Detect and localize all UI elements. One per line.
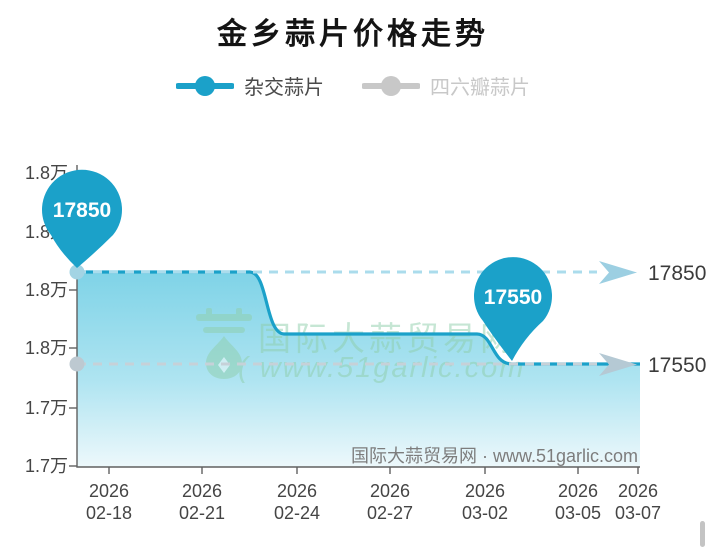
x-tick-date: 03-05 bbox=[555, 503, 601, 523]
x-tick-year: 2026 bbox=[370, 481, 410, 501]
y-tick-label: 1.8万 bbox=[25, 280, 68, 300]
y-tick-label: 1.7万 bbox=[25, 398, 68, 418]
x-tick-year: 2026 bbox=[182, 481, 222, 501]
x-tick-date: 02-27 bbox=[367, 503, 413, 523]
pin-icon bbox=[474, 257, 552, 361]
legend-label-series1: 杂交蒜片 bbox=[244, 77, 324, 99]
legend-dot bbox=[195, 75, 215, 96]
right-value-label-high: 17850 bbox=[648, 262, 706, 285]
chart-legend: 杂交蒜片 四六瓣蒜片 bbox=[0, 71, 706, 100]
x-tick-year: 2026 bbox=[558, 481, 598, 501]
watermark-url: ( www.51garlic.com bbox=[238, 352, 525, 384]
x-tick-year: 2026 bbox=[465, 481, 505, 501]
legend-label-series2: 四六瓣蒜片 bbox=[430, 77, 530, 99]
x-tick-year: 2026 bbox=[277, 481, 317, 501]
y-tick-label: 1.8万 bbox=[25, 163, 68, 183]
series-line bbox=[77, 270, 640, 366]
reference-dot-high bbox=[69, 264, 85, 280]
right-value-label-low: 17550 bbox=[648, 354, 706, 377]
x-tick-date: 02-21 bbox=[179, 503, 225, 523]
chart-title: 金乡蒜片价格走势 bbox=[217, 18, 489, 51]
y-tick-label: 1.7万 bbox=[25, 456, 68, 476]
x-axis-labels: 2026 02-18 2026 02-21 2026 02-24 2026 02… bbox=[86, 481, 661, 523]
x-tick-year: 2026 bbox=[618, 481, 658, 501]
x-tick-year: 2026 bbox=[89, 481, 129, 501]
legend-dot bbox=[381, 75, 401, 96]
legend-item-series2[interactable]: 四六瓣蒜片 bbox=[362, 71, 530, 100]
pin-value: 17550 bbox=[484, 286, 542, 309]
price-pin-high: 17850 bbox=[41, 169, 122, 268]
y-tick-label: 1.8万 bbox=[25, 338, 68, 358]
pin-icon bbox=[41, 169, 122, 268]
x-tick-date: 02-18 bbox=[86, 503, 132, 523]
reference-dot-low bbox=[69, 356, 85, 372]
arrow-right-icon bbox=[599, 353, 637, 376]
watermark-site-name: 国际大蒜贸易网 bbox=[258, 320, 517, 357]
x-tick-date: 03-02 bbox=[462, 503, 508, 523]
y-axis-labels: 1.8万 1.8万 1.8万 1.8万 1.7万 1.7万 bbox=[25, 163, 68, 476]
garlic-logo-icon bbox=[196, 308, 252, 379]
x-axis-ticks bbox=[108, 467, 639, 474]
arrow-right-icon bbox=[599, 261, 637, 284]
watermark: 国际大蒜贸易网 ( www.51garlic.com bbox=[196, 308, 525, 384]
legend-item-series1[interactable]: 杂交蒜片 bbox=[176, 71, 324, 100]
x-tick-date: 03-07 bbox=[615, 503, 661, 523]
footer-credit: 国际大蒜贸易网 · www.51garlic.com bbox=[351, 446, 638, 466]
vertical-scrollbar[interactable] bbox=[700, 521, 705, 547]
pin-value: 17850 bbox=[53, 199, 111, 222]
x-tick-date: 02-24 bbox=[274, 503, 320, 523]
line-marker-icon bbox=[176, 75, 234, 96]
line-marker-icon bbox=[362, 75, 420, 96]
price-pin-low: 17550 bbox=[474, 257, 552, 361]
